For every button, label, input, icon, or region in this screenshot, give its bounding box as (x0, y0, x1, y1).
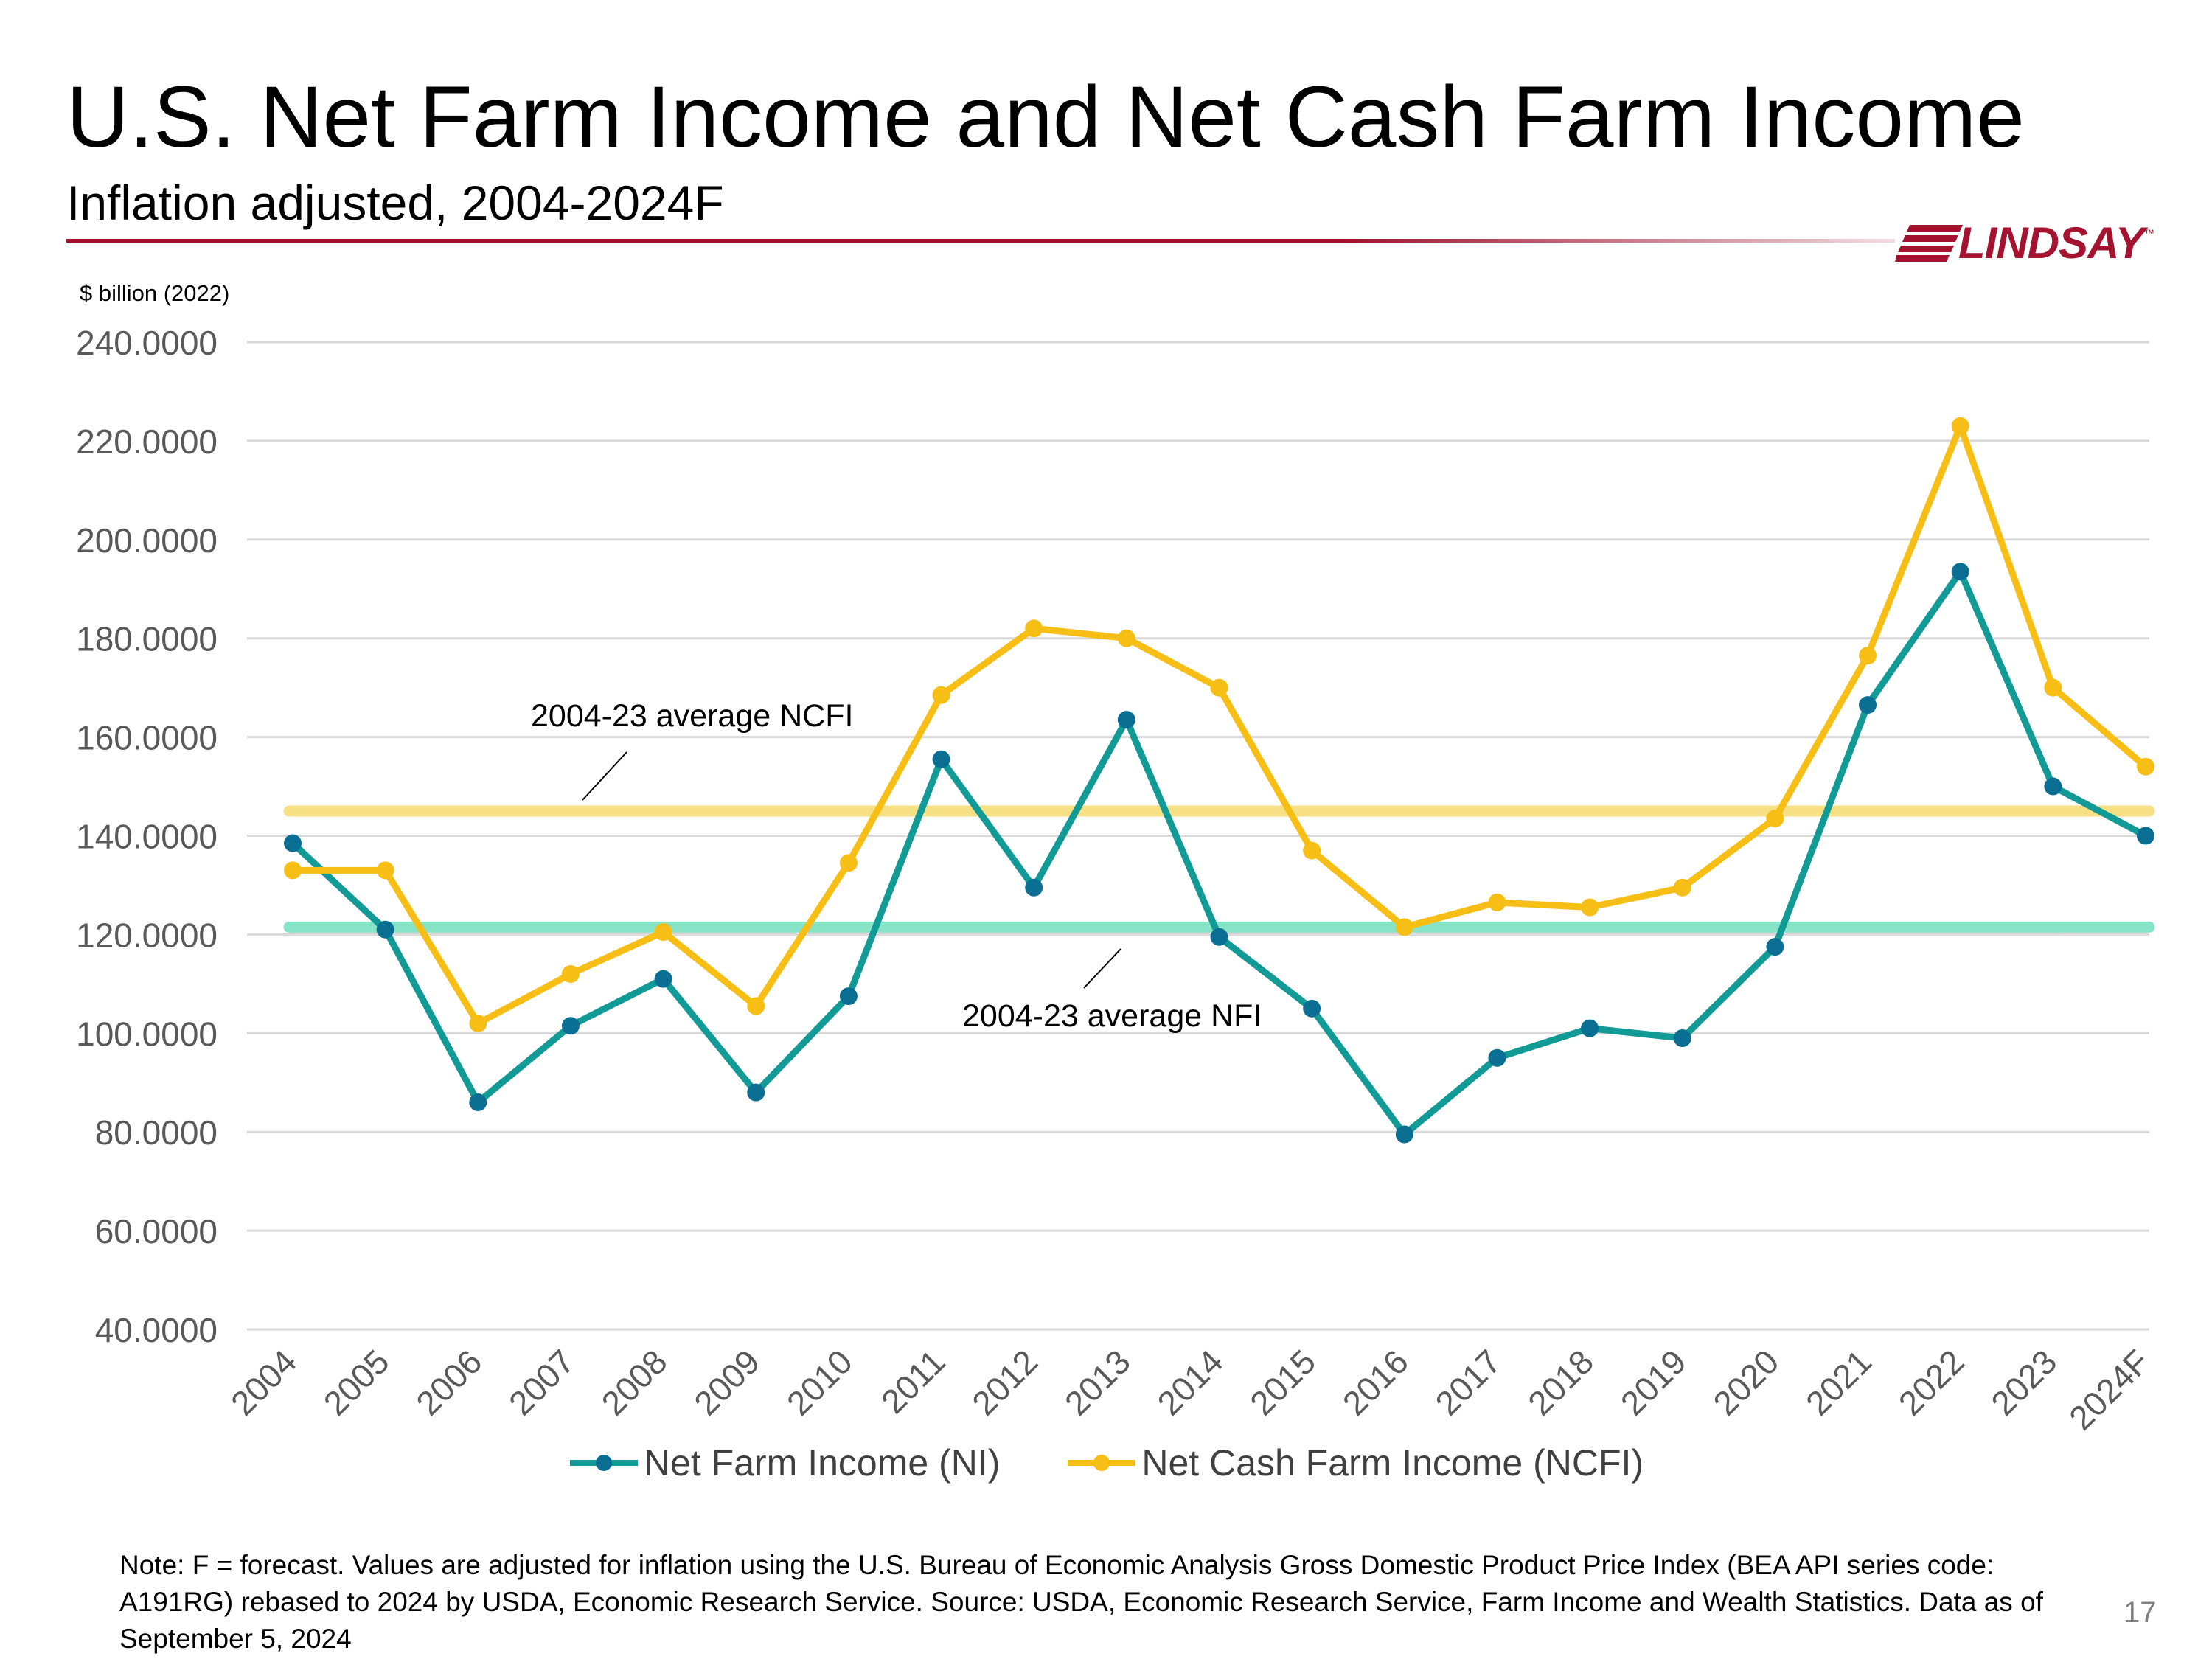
y-axis-unit-label: $ billion (2022) (80, 280, 230, 306)
x-tick-label: 2011 (874, 1342, 953, 1421)
x-tick-label: 2023 (1983, 1342, 2064, 1422)
x-tick-label: 2022 (1891, 1342, 1972, 1422)
x-tick-label: 2024F (2062, 1342, 2157, 1437)
x-tick-label: 2016 (1335, 1342, 1416, 1422)
data-point-ncfi (1859, 647, 1877, 665)
data-point-ncfi (1951, 417, 1969, 435)
x-tick-label: 2021 (1798, 1342, 1879, 1422)
data-point-ni (1210, 928, 1228, 946)
chart-legend: Net Farm Income (NI) Net Cash Farm Incom… (0, 1441, 2212, 1484)
data-point-ni (1303, 999, 1321, 1018)
annotation-label-nfi: 2004-23 average NFI (962, 998, 1262, 1034)
data-point-ni (2137, 827, 2154, 845)
data-point-ni (1673, 1029, 1691, 1047)
y-tick-label: 220.0000 (76, 422, 218, 461)
legend-swatch-ncfi (1068, 1455, 1136, 1471)
legend-item-ni: Net Farm Income (NI) (568, 1441, 1000, 1484)
data-point-ncfi (284, 861, 302, 880)
x-tick-label: 2014 (1150, 1342, 1230, 1422)
page-title: U.S. Net Farm Income and Net Cash Farm I… (66, 69, 2025, 166)
x-tick-label: 2019 (1613, 1342, 1694, 1422)
page-number: 17 (2124, 1596, 2157, 1629)
data-point-ni (561, 1017, 580, 1035)
data-point-ni (2044, 777, 2062, 796)
logo-trademark: ™ (2143, 227, 2154, 239)
data-point-ni (284, 834, 302, 852)
data-point-ncfi (1117, 629, 1135, 647)
data-point-ncfi (1581, 898, 1599, 917)
x-tick-label: 2017 (1427, 1342, 1508, 1422)
x-tick-label: 2009 (686, 1342, 767, 1422)
data-point-ncfi (2044, 678, 2062, 697)
x-tick-label: 2013 (1057, 1342, 1138, 1422)
annotation-leader-nfi (1083, 948, 1121, 989)
x-tick-label: 2008 (594, 1342, 675, 1422)
data-point-ni (1766, 938, 1784, 956)
y-tick-label: 180.0000 (76, 620, 218, 658)
lindsay-logo: LINDSAY ™ (1895, 221, 2154, 265)
x-tick-label: 2012 (964, 1342, 1045, 1422)
data-point-ni (376, 920, 394, 939)
x-tick-label: 2005 (316, 1342, 397, 1422)
data-point-ncfi (1766, 810, 1784, 828)
legend-item-ncfi: Net Cash Farm Income (NCFI) (1066, 1441, 1644, 1484)
x-tick-label: 2015 (1242, 1342, 1323, 1422)
data-point-ni (747, 1083, 765, 1102)
data-point-ncfi (747, 997, 765, 1015)
y-tick-label: 120.0000 (76, 916, 218, 954)
data-point-ni (1488, 1048, 1506, 1067)
page-subtitle: Inflation adjusted, 2004-2024F (66, 175, 724, 230)
data-point-ncfi (1395, 918, 1413, 936)
y-tick-label: 200.0000 (76, 521, 218, 560)
data-point-ncfi (1673, 878, 1691, 897)
data-point-ncfi (561, 964, 580, 983)
annotation-leader-ncfi (582, 751, 627, 801)
data-point-ni (1025, 878, 1043, 897)
data-point-ncfi (376, 861, 394, 880)
data-point-ncfi (932, 686, 950, 704)
data-point-ncfi (1488, 893, 1506, 911)
y-tick-label: 40.0000 (95, 1311, 218, 1349)
data-point-ncfi (1303, 841, 1321, 860)
data-point-ncfi (2137, 757, 2154, 776)
data-point-ncfi (1210, 678, 1228, 697)
x-tick-label: 2007 (501, 1342, 582, 1422)
x-tick-label: 2004 (223, 1342, 304, 1422)
x-tick-label: 2010 (779, 1342, 860, 1422)
y-tick-label: 100.0000 (76, 1015, 218, 1053)
x-tick-label: 2018 (1520, 1342, 1601, 1422)
title-divider (66, 239, 1895, 243)
annotation-label-ncfi: 2004-23 average NCFI (531, 698, 853, 734)
footnote: Note: F = forecast. Values are adjusted … (119, 1550, 2043, 1654)
data-point-ni (839, 987, 858, 1006)
data-point-ncfi (469, 1014, 487, 1032)
x-tick-label: 2020 (1705, 1342, 1786, 1422)
data-point-ni (1395, 1125, 1413, 1144)
legend-swatch-ni (569, 1455, 638, 1471)
y-tick-label: 60.0000 (95, 1212, 218, 1251)
data-point-ni (932, 750, 950, 768)
legend-label-ni: Net Farm Income (NI) (643, 1442, 1001, 1484)
data-point-ncfi (1025, 619, 1043, 638)
data-point-ni (1117, 711, 1135, 729)
x-tick-label: 2006 (408, 1342, 489, 1422)
data-point-ncfi (654, 923, 672, 942)
lindsay-stripes-icon (1895, 225, 1963, 262)
data-point-ni (654, 970, 672, 988)
logo-text: LINDSAY (1958, 218, 2145, 268)
legend-label-ncfi: Net Cash Farm Income (NCFI) (1141, 1442, 1644, 1484)
y-tick-label: 160.0000 (76, 719, 218, 757)
y-tick-label: 80.0000 (95, 1113, 218, 1152)
data-point-ni (1581, 1019, 1599, 1037)
y-tick-label: 240.0000 (76, 324, 218, 362)
data-point-ni (1951, 563, 1969, 581)
data-point-ni (1859, 696, 1877, 714)
data-point-ni (469, 1093, 487, 1112)
data-point-ncfi (839, 854, 858, 872)
y-tick-label: 140.0000 (76, 818, 218, 856)
